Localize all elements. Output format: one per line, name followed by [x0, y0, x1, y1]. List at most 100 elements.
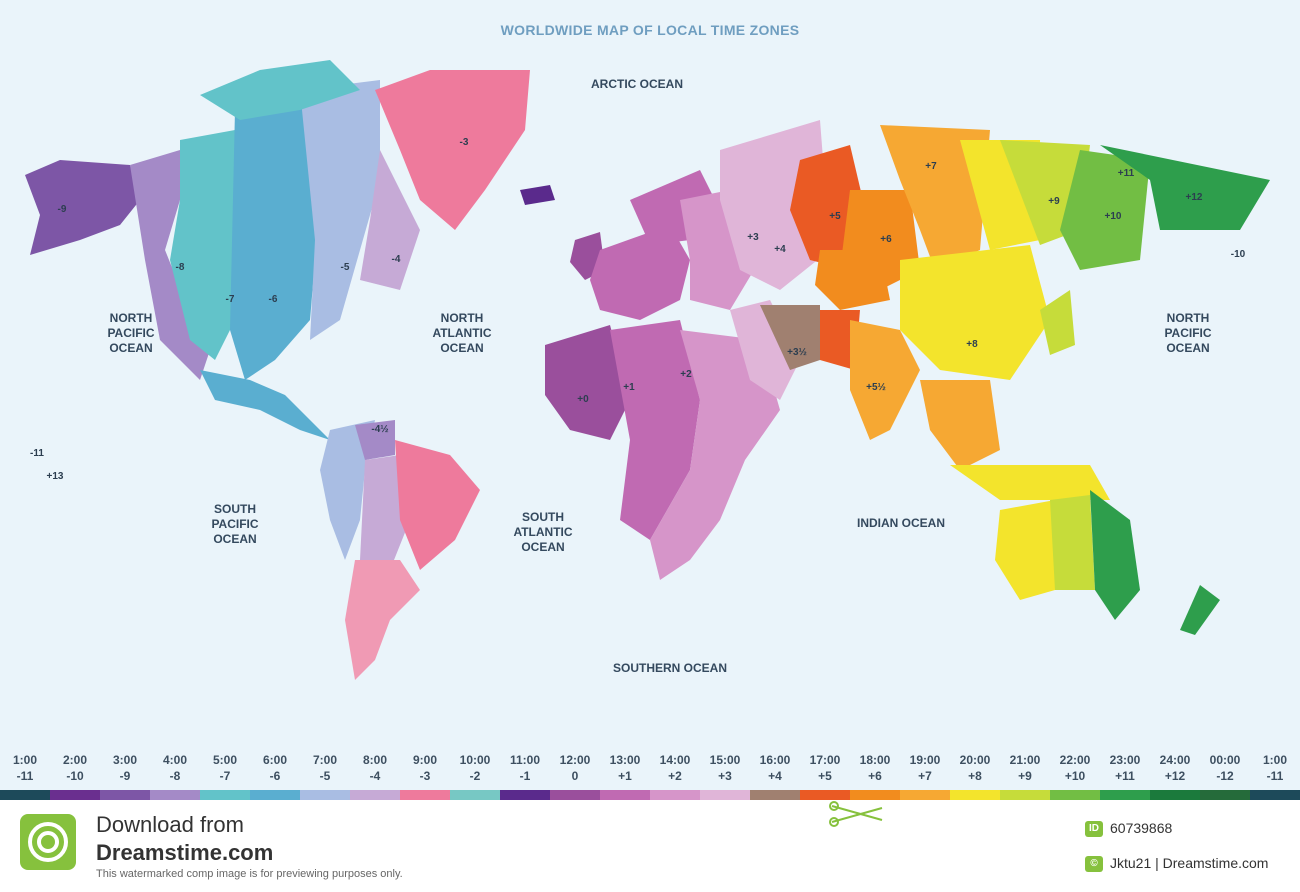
zone-label: +8 — [966, 339, 978, 350]
region-mountain — [170, 130, 235, 360]
time-cell-offset: 0 — [571, 769, 579, 783]
time-cell-clock: 13:00 — [609, 753, 641, 767]
time-cell-clock: 21:00 — [1009, 753, 1041, 767]
time-cell-offset: -10 — [66, 769, 84, 783]
time-cell: 16:00 +4 — [750, 752, 800, 784]
color-strip-segment — [350, 790, 400, 800]
time-cell-clock: 2:00 — [62, 753, 88, 767]
zone-label: -10 — [1231, 249, 1246, 260]
region-argentina — [345, 560, 420, 680]
color-strip-segment — [250, 790, 300, 800]
time-cell: 10:00 -2 — [450, 752, 500, 784]
time-cell: 7:00 -5 — [300, 752, 350, 784]
time-cell-clock: 20:00 — [959, 753, 991, 767]
ocean-label-north-pacific-east: NORTH PACIFIC OCEAN — [1164, 311, 1211, 355]
region-venezuela — [355, 420, 395, 460]
time-cell: 23:00 +11 — [1100, 752, 1150, 784]
region-africa-cat — [610, 320, 700, 540]
region-kazakhstan — [815, 250, 890, 310]
region-russia-vladivostok — [1060, 150, 1150, 270]
region-alaska — [25, 160, 140, 255]
time-cell: 1:00 -11 — [0, 752, 50, 784]
color-strip-segment — [550, 790, 600, 800]
time-cell-clock: 6:00 — [262, 753, 288, 767]
time-cell-offset: -8 — [169, 769, 181, 783]
time-cell-offset: +6 — [868, 769, 882, 783]
time-cell-offset: +7 — [918, 769, 932, 783]
time-cell-clock: 5:00 — [212, 753, 238, 767]
zone-label: +13 — [47, 471, 64, 482]
time-cell: 14:00 +2 — [650, 752, 700, 784]
region-australia-west — [995, 500, 1055, 600]
time-cell-clock: 9:00 — [412, 753, 438, 767]
region-iceland — [520, 185, 555, 205]
zone-label: -11 — [30, 448, 44, 459]
time-cell-offset: +8 — [968, 769, 982, 783]
time-cell: 21:00 +9 — [1000, 752, 1050, 784]
zone-label: +10 — [1105, 211, 1122, 222]
time-cell-clock: 1:00 — [1262, 753, 1288, 767]
watermark-note: This watermarked comp image is for previ… — [96, 868, 403, 880]
time-cell: 4:00 -8 — [150, 752, 200, 784]
zone-label: -4 — [392, 254, 401, 265]
time-cell-offset: -3 — [419, 769, 431, 783]
zone-label: -5 — [341, 262, 350, 273]
dreamstime-link[interactable]: Dreamstime.com — [96, 840, 274, 865]
zone-label: +7 — [925, 161, 937, 172]
time-cell-clock: 8:00 — [362, 753, 388, 767]
region-russia-krasnoyarsk — [880, 125, 990, 270]
time-cell-offset: +1 — [618, 769, 632, 783]
region-new-zealand — [1180, 585, 1220, 635]
time-cell: 19:00 +7 — [900, 752, 950, 784]
zone-label: +3 — [747, 232, 759, 243]
time-cell: 20:00 +8 — [950, 752, 1000, 784]
region-china — [900, 245, 1050, 380]
time-cell-clock: 19:00 — [909, 753, 941, 767]
time-cell: 9:00 -3 — [400, 752, 450, 784]
time-cell-clock: 16:00 — [759, 753, 791, 767]
zone-label: +0 — [577, 394, 589, 405]
region-india — [850, 320, 920, 440]
time-cell-clock: 15:00 — [709, 753, 741, 767]
zone-label: -6 — [269, 294, 278, 305]
color-strip-segment — [100, 790, 150, 800]
time-cell-clock: 17:00 — [809, 753, 841, 767]
world-map-graphic: ARCTIC OCEAN NORTH PACIFIC OCEAN NORTH ATLA… — [25, 60, 1270, 680]
time-cell: 24:00 +12 — [1150, 752, 1200, 784]
ocean-label-arctic: ARCTIC OCEAN — [591, 77, 683, 91]
watermark-footer: Download from Dreamstime.com This waterm… — [0, 800, 1300, 892]
time-cell-offset: -2 — [469, 769, 481, 783]
time-cell: 18:00 +6 — [850, 752, 900, 784]
color-strip-segment — [900, 790, 950, 800]
zone-label: -4½ — [371, 424, 388, 435]
time-cell-clock: 18:00 — [859, 753, 891, 767]
time-cell: 17:00 +5 — [800, 752, 850, 784]
time-cell: 8:00 -4 — [350, 752, 400, 784]
ocean-label-south-pacific: SOUTH PACIFIC OCEAN — [211, 502, 258, 546]
time-cell-offset: -9 — [119, 769, 131, 783]
zone-label: +12 — [1186, 192, 1203, 203]
time-zone-color-strip — [0, 790, 1300, 800]
color-strip-segment — [500, 790, 550, 800]
region-australia-central — [1050, 495, 1095, 590]
region-arctic-canada — [200, 60, 360, 120]
ocean-label-north-atlantic: NORTH ATLANTIC OCEAN — [432, 311, 491, 355]
region-se-asia — [920, 380, 1000, 470]
time-cell: 11:00 -1 — [500, 752, 550, 784]
time-cell-clock: 23:00 — [1109, 753, 1141, 767]
time-cell-offset: -11 — [16, 769, 34, 783]
color-strip-segment — [850, 790, 900, 800]
time-cell-offset: +2 — [668, 769, 682, 783]
region-central — [230, 95, 320, 380]
time-cell-clock: 7:00 — [312, 753, 338, 767]
time-cell-clock: 4:00 — [162, 753, 188, 767]
time-cell-offset: -12 — [1216, 769, 1234, 783]
time-cell: 5:00 -7 — [200, 752, 250, 784]
map-title: WORLDWIDE MAP OF LOCAL TIME ZONES — [500, 22, 800, 38]
color-strip-segment — [1200, 790, 1250, 800]
region-south-america-mid — [360, 455, 410, 570]
region-greenland — [375, 70, 530, 230]
time-cell-clock: 12:00 — [559, 753, 591, 767]
time-zone-scale: 1:00 -11 2:00 -10 3:00 -9 4:00 -8 5:00 -7 6:00 -6 7:… — [0, 752, 1300, 788]
time-cell-offset: +12 — [1164, 769, 1186, 783]
